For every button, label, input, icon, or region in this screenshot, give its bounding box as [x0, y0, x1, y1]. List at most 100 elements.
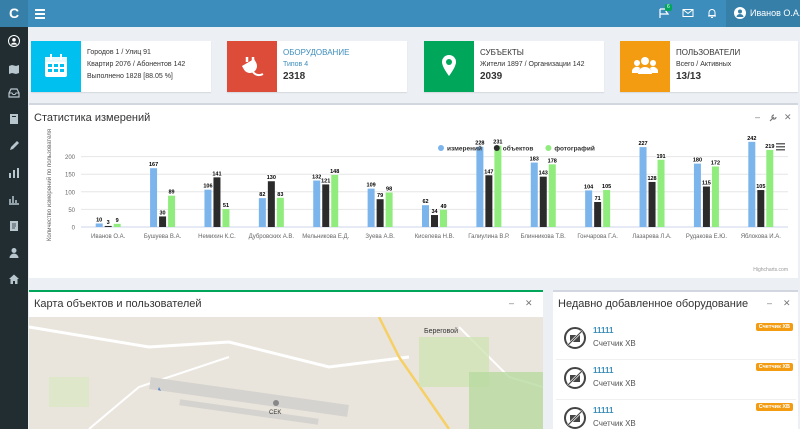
bar-измерений[interactable] [639, 147, 647, 227]
data-label: 132 [312, 175, 321, 181]
y-tick-label: 50 [68, 208, 75, 214]
bar-фотографий[interactable] [331, 174, 339, 227]
bar-измерений[interactable] [204, 189, 212, 227]
legend-item[interactable]: фотографий [554, 145, 594, 153]
book-icon[interactable] [8, 113, 20, 125]
bar-объектов[interactable] [267, 181, 275, 227]
menu-toggle-icon[interactable] [35, 9, 45, 19]
collapse-icon[interactable]: – [755, 112, 761, 122]
equipment-id-link[interactable]: 11111 [593, 326, 614, 335]
equipment-name: Счетчик ХВ [593, 419, 636, 428]
doc-icon[interactable] [8, 220, 20, 232]
close-icon[interactable]: ✕ [783, 298, 791, 308]
bar-объектов[interactable] [322, 184, 330, 227]
close-icon[interactable]: ✕ [525, 298, 533, 308]
bar-измерений[interactable] [258, 198, 266, 227]
data-label: 82 [259, 192, 265, 198]
bell-icon[interactable] [706, 8, 718, 18]
bar-фотографий[interactable] [113, 223, 121, 227]
equipment-name: Счетчик ХВ [593, 379, 636, 388]
x-tick-label: Бушуева В.А. [144, 234, 182, 240]
data-label: 128 [647, 176, 656, 182]
pencil-icon[interactable] [8, 140, 20, 152]
data-label: 10 [96, 217, 102, 223]
bar-объектов[interactable] [539, 176, 547, 227]
person-icon[interactable] [8, 247, 20, 259]
bar-фотографий[interactable] [168, 195, 176, 227]
data-label: 231 [493, 140, 502, 146]
stats-icon[interactable] [8, 193, 20, 205]
bar-объектов[interactable] [431, 215, 438, 227]
plug-icon [241, 57, 264, 77]
bar-объектов[interactable] [376, 199, 384, 227]
bar-фотографий[interactable] [222, 209, 230, 227]
bar-фотографий[interactable] [440, 209, 447, 227]
bar-объектов[interactable] [757, 190, 765, 227]
legend-item[interactable]: объектов [503, 145, 534, 153]
bar-объектов[interactable] [594, 202, 602, 227]
bar-chart-icon[interactable] [8, 167, 20, 179]
bar-измерений[interactable] [95, 223, 103, 227]
bar-объектов[interactable] [648, 181, 656, 227]
data-label: 30 [160, 210, 166, 216]
objects-map[interactable]: CEK Береговой [29, 317, 543, 429]
map-icon[interactable] [8, 63, 20, 75]
bar-объектов[interactable] [159, 216, 167, 227]
sidebar [0, 27, 28, 429]
list-item[interactable]: 11111 Счетчик ХВ Счетчик ХВ [556, 320, 796, 360]
home-icon[interactable] [8, 273, 20, 285]
bar-фотографий[interactable] [603, 190, 611, 227]
wrench-icon[interactable] [769, 114, 777, 122]
info-subjects-title: СУБЪЕКТЫ [480, 48, 524, 57]
y-tick-label: 100 [65, 190, 76, 196]
info-equipment-types[interactable]: Типов 4 [283, 61, 309, 68]
data-label: 121 [321, 178, 330, 184]
app-logo[interactable]: C [0, 0, 28, 27]
collapse-icon[interactable]: – [509, 298, 515, 308]
chart-credit[interactable]: Highcharts.com [753, 267, 788, 273]
x-tick-label: Дубровских А.В. [249, 234, 295, 240]
collapse-icon[interactable]: – [767, 298, 773, 308]
bar-измерений[interactable] [530, 162, 538, 227]
sidebar-item-user[interactable] [0, 27, 28, 55]
user-menu[interactable]: Иванов О.А. [726, 0, 800, 27]
map-canvas[interactable]: CEK Береговой [29, 317, 543, 429]
bar-объектов[interactable] [213, 177, 221, 227]
bar-измерений[interactable] [367, 188, 375, 227]
bar-измерений[interactable] [748, 141, 756, 227]
bar-измерений[interactable] [150, 168, 158, 227]
chart-menu-icon[interactable] [776, 143, 785, 151]
bar-измерений[interactable] [313, 180, 321, 227]
bar-фотографий[interactable] [657, 159, 665, 227]
user-icon [8, 35, 20, 47]
bar-измерений[interactable] [585, 190, 593, 227]
list-item[interactable]: 11111 Счетчик ХВ Счетчик ХВ [556, 360, 796, 400]
bar-измерений[interactable] [422, 205, 429, 227]
data-label: 141 [212, 171, 221, 177]
bar-фотографий[interactable] [385, 192, 393, 227]
bar-фотографий[interactable] [548, 164, 556, 227]
legend-marker[interactable] [493, 145, 500, 151]
envelope-icon[interactable] [682, 8, 694, 18]
info-subjects-count: 2039 [480, 71, 503, 82]
bar-фотографий[interactable] [766, 149, 774, 227]
bar-объектов[interactable] [485, 175, 493, 227]
list-item[interactable]: 11111 Счетчик ХВ Счетчик ХВ [556, 400, 796, 429]
bar-измерений[interactable] [476, 146, 484, 227]
bar-фотографий[interactable] [494, 145, 502, 227]
bar-объектов[interactable] [104, 225, 112, 227]
info-equipment-title[interactable]: ОБОРУДОВАНИЕ [283, 48, 350, 57]
inbox-icon[interactable] [8, 87, 20, 99]
close-icon[interactable]: ✕ [784, 112, 792, 122]
equipment-id-link[interactable]: 11111 [593, 366, 614, 375]
legend-item[interactable]: измерений [447, 145, 482, 153]
bar-фотографий[interactable] [711, 166, 719, 227]
bar-объектов[interactable] [702, 186, 710, 227]
data-label: 71 [595, 196, 601, 202]
legend-marker[interactable] [438, 145, 444, 151]
bar-измерений[interactable] [693, 163, 701, 227]
legend-marker[interactable] [545, 145, 552, 151]
x-tick-label: Яблокова И.А. [741, 234, 782, 240]
equipment-id-link[interactable]: 11111 [593, 406, 614, 415]
bar-фотографий[interactable] [276, 197, 284, 227]
